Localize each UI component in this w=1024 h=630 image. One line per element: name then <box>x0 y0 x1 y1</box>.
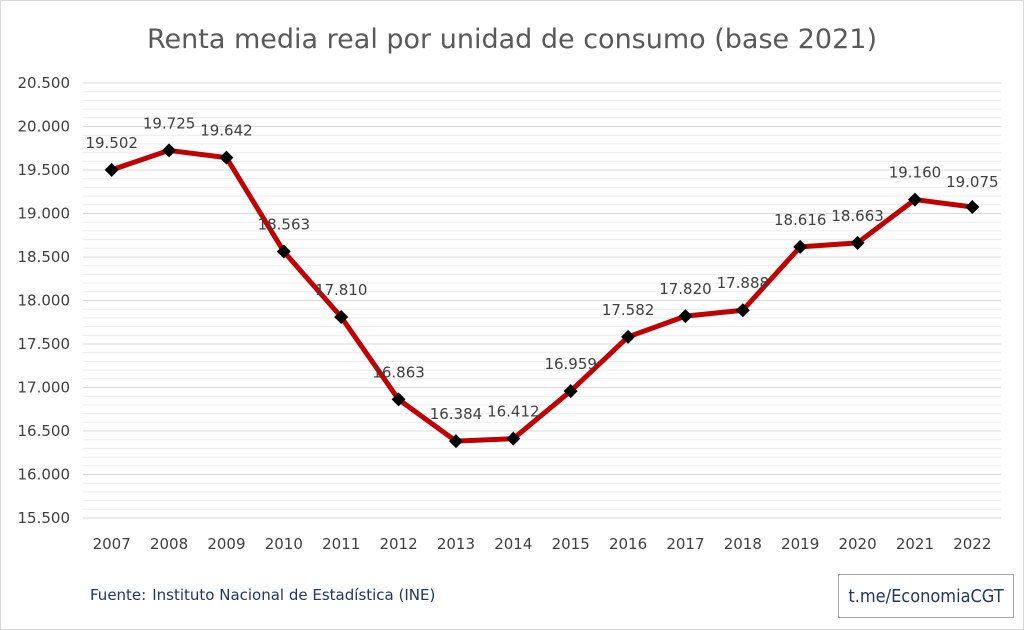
source-prefix: Fuente: <box>90 586 147 604</box>
data-point-marker <box>506 431 521 446</box>
data-markers <box>104 143 980 449</box>
data-label: 18.616 <box>774 211 827 229</box>
data-label: 17.582 <box>602 301 655 319</box>
y-tick-label: 18.000 <box>18 292 71 310</box>
y-tick-label: 16.500 <box>18 422 71 440</box>
series-line <box>109 147 975 444</box>
data-point-marker <box>162 143 177 158</box>
x-tick-label: 2012 <box>379 535 417 553</box>
data-label: 17.820 <box>659 280 712 298</box>
x-tick-label: 2020 <box>838 535 876 553</box>
source-text: Instituto Nacional de Estadística (INE) <box>152 586 436 604</box>
data-label: 19.160 <box>889 164 942 182</box>
x-tick-label: 2013 <box>437 535 475 553</box>
data-point-marker <box>219 150 234 165</box>
data-label: 19.725 <box>143 114 196 132</box>
x-tick-label: 2018 <box>724 535 762 553</box>
x-tick-label: 2010 <box>265 535 303 553</box>
y-axis-ticks: 15.500 16.000 16.500 17.000 17.500 18.000 18.5… <box>18 74 71 527</box>
y-tick-label: 19.500 <box>18 161 71 179</box>
data-point-marker <box>735 303 750 318</box>
source-note: Fuente: Instituto Nacional de Estadística… <box>90 586 435 604</box>
data-label: 16.863 <box>372 363 425 381</box>
x-tick-label: 2007 <box>93 535 131 553</box>
data-point-marker <box>276 244 291 259</box>
data-label: 18.563 <box>258 216 311 234</box>
x-tick-label: 2008 <box>150 535 188 553</box>
data-label: 16.959 <box>544 355 597 373</box>
x-axis-ticks: 2007 2008 2009 2010 2011 2012 2013 2014 2015 2016… <box>93 535 992 553</box>
data-label: 17.810 <box>315 281 368 299</box>
data-label: 18.663 <box>831 207 884 225</box>
data-point-marker <box>391 392 406 407</box>
x-tick-label: 2016 <box>609 535 647 553</box>
data-label: 16.384 <box>430 405 483 423</box>
data-point-marker <box>965 199 980 214</box>
y-tick-label: 17.500 <box>18 335 71 353</box>
x-tick-label: 2019 <box>781 535 819 553</box>
gridlines <box>83 82 1001 519</box>
data-point-marker <box>104 162 119 177</box>
data-label: 16.412 <box>487 403 540 421</box>
credit-text: t.me/EconomiaCGT <box>848 585 1004 607</box>
data-point-marker <box>621 329 636 344</box>
series-polyline <box>109 147 975 444</box>
data-point-marker <box>678 309 693 324</box>
data-label: 19.075 <box>946 173 999 191</box>
data-point-marker <box>563 384 578 399</box>
data-point-marker <box>907 192 922 207</box>
y-tick-label: 18.500 <box>18 248 71 266</box>
data-labels: 19.502 19.725 19.642 18.563 17.810 16.863 16.3… <box>85 114 998 423</box>
x-tick-label: 2011 <box>322 535 360 553</box>
x-tick-label: 2014 <box>494 535 532 553</box>
x-tick-label: 2015 <box>552 535 590 553</box>
x-tick-label: 2009 <box>207 535 245 553</box>
data-label: 19.642 <box>200 122 253 140</box>
chart-title: Renta media real por unidad de consumo (… <box>147 24 877 55</box>
data-point-marker <box>793 239 808 254</box>
credit-box: t.me/EconomiaCGT <box>838 574 1014 618</box>
x-tick-label: 2022 <box>953 535 991 553</box>
y-tick-label: 20.000 <box>18 118 71 136</box>
x-tick-label: 2017 <box>666 535 704 553</box>
y-tick-label: 19.000 <box>18 205 71 223</box>
data-point-marker <box>448 434 463 449</box>
data-point-marker <box>334 310 349 325</box>
data-point-marker <box>850 235 865 250</box>
x-tick-label: 2021 <box>896 535 934 553</box>
data-label: 17.888 <box>717 274 770 292</box>
y-tick-label: 17.000 <box>18 379 71 397</box>
y-tick-label: 16.000 <box>18 466 71 484</box>
y-tick-label: 15.500 <box>18 509 71 527</box>
y-tick-label: 20.500 <box>18 74 71 92</box>
data-label: 19.502 <box>85 134 138 152</box>
